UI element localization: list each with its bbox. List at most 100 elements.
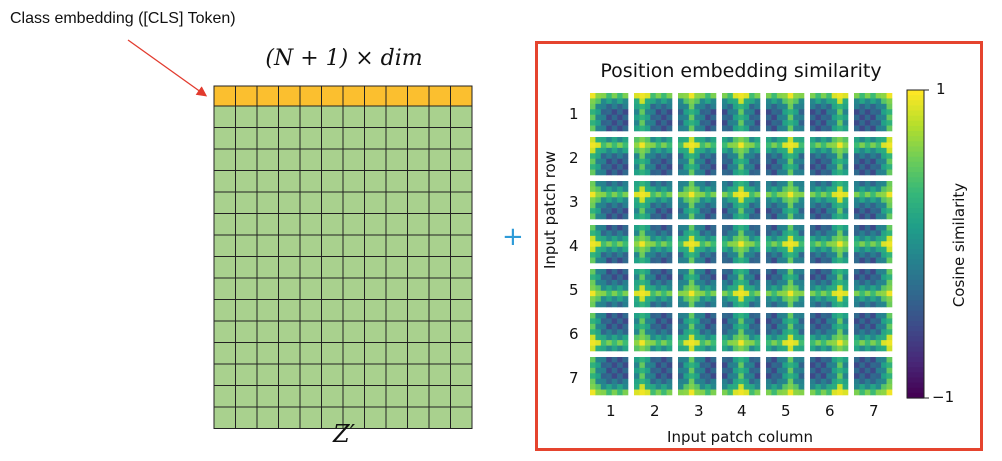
similarity-pixel [810, 257, 816, 264]
similarity-pixel [622, 153, 629, 160]
similarity-pixel [699, 225, 706, 231]
similarity-pixel [655, 114, 662, 121]
similarity-pixel [771, 257, 778, 264]
similarity-pixel [831, 164, 838, 170]
similarity-pixel [743, 186, 750, 193]
similarity-pixel [732, 357, 739, 363]
similarity-pixel [776, 367, 783, 374]
similarity-pixel [881, 367, 887, 374]
similarity-pixel [798, 285, 805, 292]
similarity-pixel [870, 98, 877, 105]
similarity-pixel [655, 120, 662, 126]
similarity-pixel [655, 142, 662, 149]
similarity-pixel [738, 230, 745, 237]
similarity-pixel [722, 191, 728, 198]
similarity-pixel [754, 114, 761, 121]
similarity-pixel [694, 279, 701, 286]
similarity-pixel [820, 389, 827, 396]
similarity-pixel [661, 357, 667, 363]
similarity-pixel [590, 257, 596, 264]
similarity-pixel [749, 114, 755, 121]
similarity-pixel [688, 191, 695, 198]
similarity-pixel [743, 114, 750, 121]
similarity-pixel [793, 98, 799, 105]
similarity-pixel [622, 114, 629, 121]
patch-embedding-cell [278, 363, 301, 386]
similarity-pixel [837, 378, 843, 385]
similarity-pixel [639, 373, 646, 380]
similarity-pixel [688, 274, 695, 281]
similarity-pixel [864, 191, 871, 198]
similarity-pixel [617, 384, 623, 390]
similarity-pixel [787, 357, 794, 363]
similarity-pixel [820, 181, 827, 187]
similarity-pixel [831, 98, 838, 105]
similarity-pixel [722, 318, 728, 325]
similarity-pixel [886, 285, 893, 292]
similarity-pixel [688, 153, 695, 160]
similarity-pixel [842, 329, 849, 336]
similarity-pixel [875, 257, 882, 264]
similarity-pixel [837, 357, 843, 363]
similarity-pixel [678, 329, 684, 336]
similarity-pixel [776, 153, 783, 160]
x-axis-label: Input patch column [667, 428, 813, 446]
similarity-pixel [622, 274, 629, 281]
similarity-pixel [810, 301, 816, 308]
similarity-pixel [678, 191, 684, 198]
similarity-pixel [837, 323, 843, 330]
similarity-pixel [595, 208, 602, 214]
similarity-pixel [634, 252, 640, 258]
similarity-pixel [798, 137, 805, 143]
similarity-pixel [859, 340, 866, 346]
similarity-pixel [854, 147, 860, 154]
similarity-pixel [683, 378, 690, 385]
similarity-pixel [722, 269, 728, 275]
similarity-pixel [600, 158, 607, 165]
similarity-pixel [837, 109, 843, 116]
similarity-pixel [743, 230, 750, 237]
similarity-pixel [875, 120, 882, 126]
similarity-pixel [766, 230, 772, 237]
similarity-pixel [793, 158, 799, 165]
patch-embedding-cell [385, 234, 408, 257]
similarity-pixel [870, 318, 877, 325]
similarity-pixel [666, 345, 673, 352]
similarity-pixel [611, 235, 618, 242]
similarity-pixel [738, 147, 745, 154]
similarity-pixel [837, 181, 843, 187]
similarity-pixel [595, 345, 602, 352]
colorbar-band [907, 187, 924, 194]
similarity-pixel [666, 279, 673, 286]
colorbar-band [907, 228, 924, 235]
similarity-pixel [771, 137, 778, 143]
similarity-pixel [810, 213, 816, 220]
similarity-pixel [766, 213, 772, 220]
patch-embedding-cell [235, 277, 258, 300]
patch-embedding-cell [321, 213, 344, 236]
similarity-pixel [815, 103, 822, 110]
similarity-pixel [826, 362, 833, 369]
similarity-pixel [655, 109, 662, 116]
similarity-pixel [881, 158, 887, 165]
similarity-pixel [749, 191, 755, 198]
similarity-pixel [705, 252, 711, 258]
similarity-pixel [600, 181, 607, 187]
similarity-pixel [870, 384, 877, 390]
row-tick-label: 7 [569, 369, 579, 387]
similarity-pixel [771, 274, 778, 281]
similarity-pixel [842, 279, 849, 286]
colorbar-band [907, 290, 924, 296]
similarity-pixel [743, 274, 750, 281]
similarity-pixel [870, 313, 877, 319]
similarity-pixel [787, 137, 794, 143]
similarity-pixel [820, 191, 827, 198]
similarity-pixel [875, 367, 882, 374]
patch-embedding-cell [385, 320, 408, 343]
similarity-pixel [666, 340, 673, 346]
similarity-pixel [749, 142, 755, 149]
similarity-pixel [820, 323, 827, 330]
similarity-pixel [634, 345, 640, 352]
similarity-pixel [634, 169, 640, 176]
similarity-pixel [617, 241, 623, 248]
